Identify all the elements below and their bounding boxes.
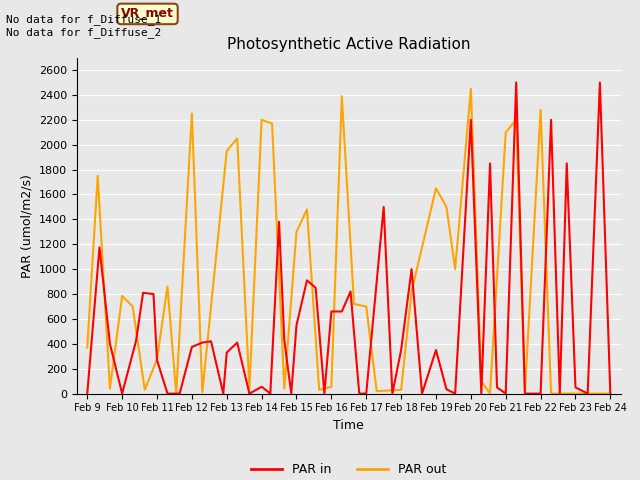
PAR out [172,391,180,396]
PAR out [268,120,276,126]
PAR in [513,80,520,85]
PAR out [338,93,346,99]
PAR out [572,391,579,396]
PAR out [106,386,114,392]
PAR out [537,107,545,113]
PAR in [176,391,184,396]
PAR out [188,111,196,117]
Text: VR_met: VR_met [121,7,174,21]
Line: PAR out: PAR out [87,89,611,394]
PAR out [408,288,415,294]
PAR out [467,86,475,92]
PAR out [451,266,459,272]
PAR out [328,384,335,390]
PAR out [280,386,288,392]
PAR in [280,337,288,343]
PAR out [607,391,614,396]
PAR out [443,204,451,210]
PAR out [129,304,136,310]
PAR out [198,389,206,395]
PAR out [141,387,148,393]
PAR in [380,204,387,210]
PAR out [373,388,381,394]
PAR in [83,391,91,396]
PAR out [477,378,485,384]
PAR out [234,136,241,142]
PAR out [362,304,370,310]
PAR out [513,117,520,123]
PAR out [502,130,509,135]
Y-axis label: PAR (umol/m2/s): PAR (umol/m2/s) [20,174,33,277]
PAR out [118,293,126,299]
Title: Photosynthetic Active Radiation: Photosynthetic Active Radiation [227,37,470,52]
PAR out [547,391,555,396]
PAR in [355,391,363,396]
PAR out [397,387,405,393]
PAR out [316,387,323,393]
PAR out [94,173,102,179]
PAR out [153,357,161,362]
PAR out [292,229,300,235]
PAR out [303,206,311,212]
PAR out [164,284,172,289]
PAR out [486,391,494,396]
PAR in [388,391,396,396]
PAR out [258,117,266,123]
X-axis label: Time: Time [333,419,364,432]
PAR out [432,185,440,191]
Legend: PAR in, PAR out: PAR in, PAR out [246,458,451,480]
PAR out [83,345,91,350]
PAR out [350,301,358,307]
PAR out [521,389,529,395]
Text: No data for f_Diffuse_1
No data for f_Diffuse_2: No data for f_Diffuse_1 No data for f_Di… [6,14,162,38]
Line: PAR in: PAR in [87,83,611,394]
PAR in [607,391,614,396]
PAR in [432,347,440,353]
PAR out [223,148,230,154]
PAR out [246,386,253,392]
